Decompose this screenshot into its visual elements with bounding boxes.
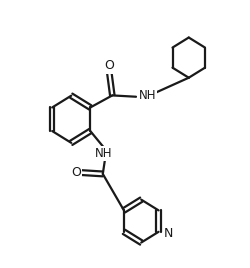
Text: N: N [164,227,173,240]
Text: O: O [71,166,81,179]
Text: O: O [104,59,114,72]
Text: NH: NH [138,89,156,102]
Text: NH: NH [95,147,113,160]
